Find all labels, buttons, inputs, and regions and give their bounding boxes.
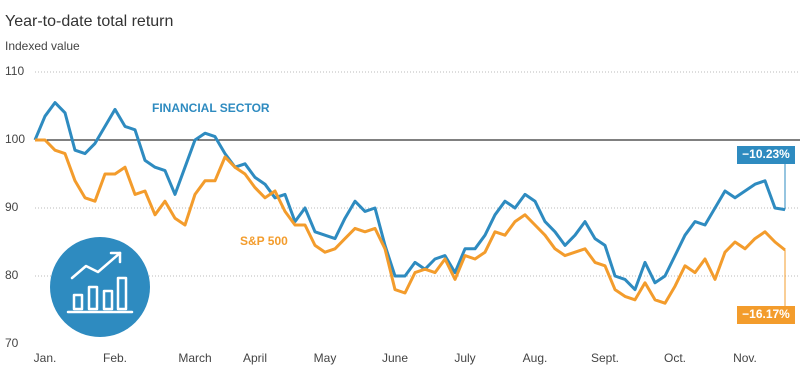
legend-label: FINANCIAL SECTOR (152, 101, 270, 115)
legend-label: S&P 500 (240, 234, 288, 248)
end-label: −16.17% (742, 307, 790, 321)
end-label-box (737, 306, 795, 324)
x-tick-label: Oct. (664, 351, 686, 365)
series-line (33, 101, 786, 292)
chart-title: Year-to-date total return (5, 13, 173, 30)
x-tick-label: June (382, 351, 408, 365)
icon (50, 237, 150, 337)
y-tick-label: 90 (5, 200, 19, 214)
x-tick-label: Feb. (103, 351, 127, 365)
x-tick-label: July (454, 351, 475, 365)
chart-subtitle: Indexed value (5, 39, 80, 53)
x-tick-label: Sept. (591, 351, 619, 365)
end-label: −10.23% (742, 147, 790, 161)
x-tick-label: March (178, 351, 211, 365)
x-tick-label: Aug. (523, 351, 548, 365)
y-tick-label: 110 (5, 64, 24, 78)
end-label-box (737, 146, 795, 164)
x-tick-label: April (243, 351, 267, 365)
y-tick-label: 100 (5, 132, 25, 146)
y-tick-label: 80 (5, 268, 19, 282)
x-tick-label: May (314, 351, 337, 365)
plot-area: 70 80 90 100 110 Jan. Feb. March April May June Jul… (5, 64, 800, 365)
x-tick-label: Nov. (733, 351, 757, 365)
y-tick-label: 70 (5, 336, 19, 350)
x-tick-label: Jan. (34, 351, 57, 365)
series-line (35, 138, 786, 305)
